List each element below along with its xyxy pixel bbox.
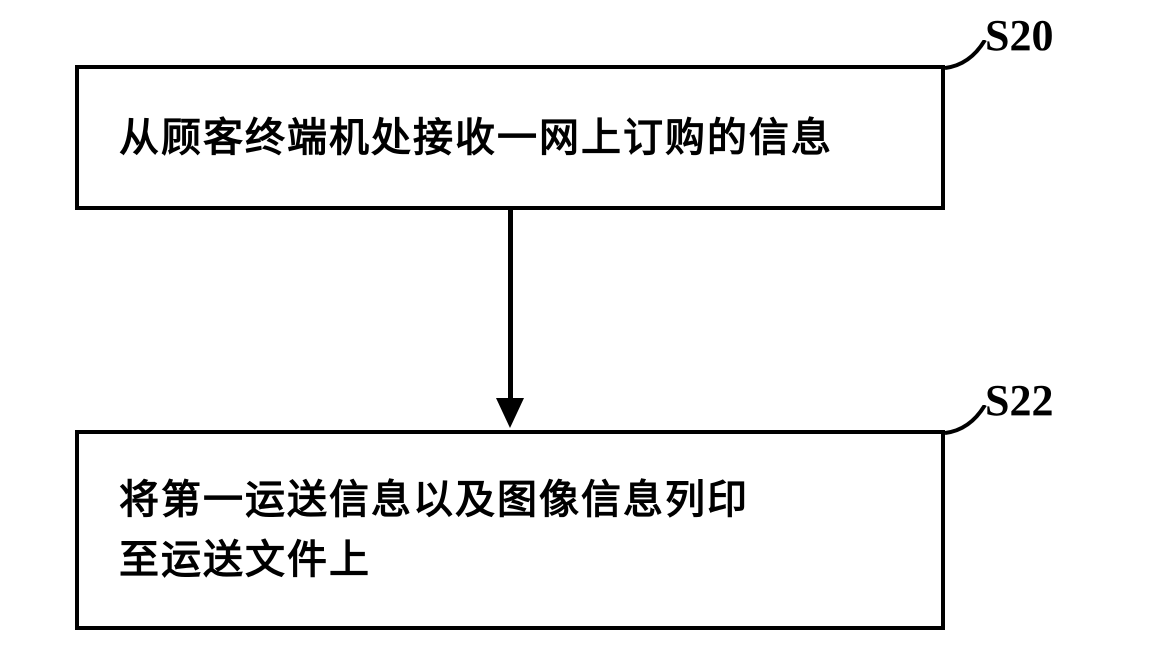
connector-s22: [945, 405, 995, 440]
step-label-s22: S22: [985, 375, 1053, 426]
box-text-s22: 将第一运送信息以及图像信息列印 至运送文件上: [119, 470, 749, 590]
flowchart-box-s20: 从顾客终端机处接收一网上订购的信息: [75, 65, 945, 210]
step-label-s20: S20: [985, 10, 1053, 61]
arrow-head: [496, 398, 524, 428]
box-text-s22-line1: 将第一运送信息以及图像信息列印: [119, 477, 749, 522]
box-text-s22-line2: 至运送文件上: [119, 537, 371, 582]
flowchart-box-s22: 将第一运送信息以及图像信息列印 至运送文件上: [75, 430, 945, 630]
box-text-s20: 从顾客终端机处接收一网上订购的信息: [119, 108, 833, 168]
flowchart-diagram: S20 从顾客终端机处接收一网上订购的信息 S22 将第一运送信息以及图像信息列…: [0, 0, 1164, 672]
connector-s20: [945, 40, 995, 75]
arrow-line: [508, 210, 513, 400]
